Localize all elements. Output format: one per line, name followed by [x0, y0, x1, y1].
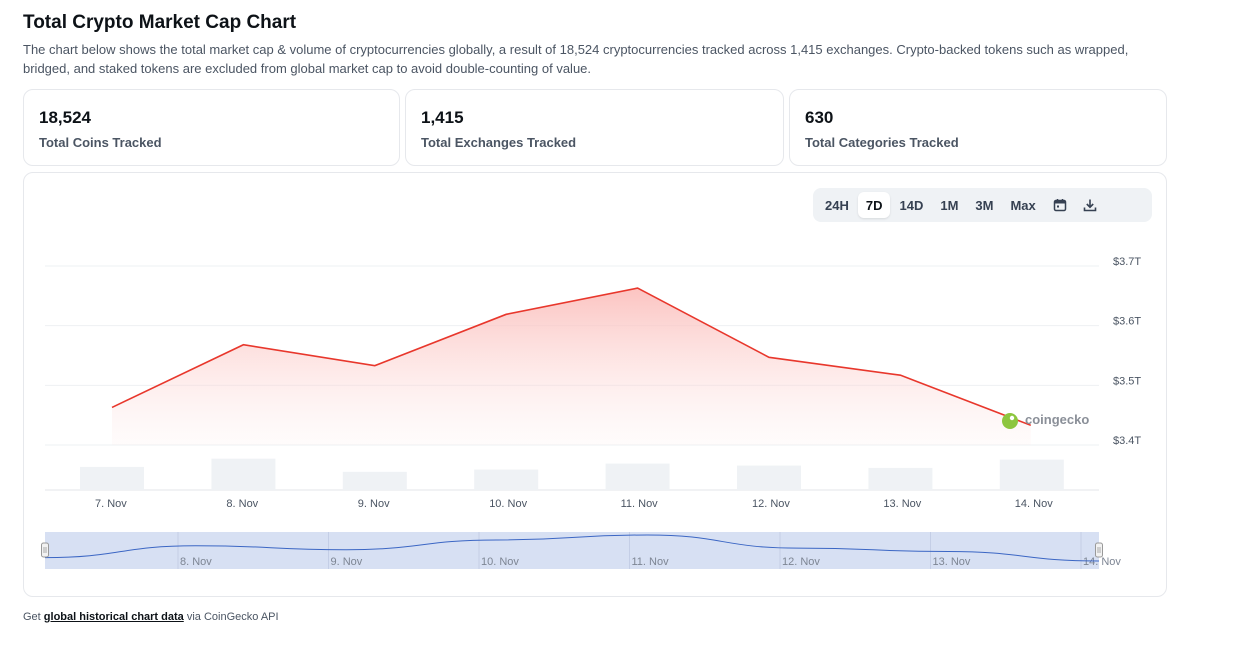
navigator-label: 8. Nov [180, 556, 212, 568]
x-tick-label: 14. Nov [1015, 498, 1053, 510]
navigator-label: 12. Nov [782, 556, 820, 568]
navigator-label: 13. Nov [933, 556, 971, 568]
market-cap-point[interactable] [766, 354, 772, 360]
x-tick-label: 10. Nov [489, 498, 527, 510]
navigator-label: 11. Nov [632, 556, 670, 568]
page-description: The chart below shows the total market c… [23, 42, 1129, 76]
stat-value: 630 [805, 108, 834, 127]
y-tick-label: $3.5T [1113, 375, 1141, 387]
page-title: Total Crypto Market Cap Chart [23, 12, 297, 33]
footer-prefix: Get [23, 611, 44, 623]
range-navigator[interactable]: 8. Nov 9. Nov 10. Nov 11. Nov 12. Nov 13. Nov… [41, 532, 1122, 569]
volume-bar[interactable] [474, 469, 539, 490]
volume-bar[interactable] [999, 459, 1064, 490]
y-tick-label: $3.6T [1113, 316, 1141, 328]
market-cap-point[interactable] [503, 311, 509, 317]
stat-card-categories: 630 Total Categories Tracked [789, 89, 1167, 166]
x-tick-label: 7. Nov [95, 498, 127, 510]
navigator-handle-right[interactable] [1095, 542, 1103, 558]
range-button-1m[interactable]: 1M [940, 197, 959, 213]
market-cap-point[interactable] [109, 404, 115, 410]
coingecko-logo-icon [1002, 413, 1018, 429]
volume-bar[interactable] [80, 466, 144, 490]
navigator-selection[interactable] [45, 532, 1099, 569]
x-tick-label: 8. Nov [226, 498, 258, 510]
stat-card-coins: 18,524 Total Coins Tracked [23, 89, 400, 166]
footer-suffix: via CoinGecko API [183, 611, 279, 623]
time-range-selector: 24H 7D 14D 1M 3M Max [813, 188, 1152, 222]
y-tick-label: $3.7T [1113, 256, 1141, 268]
stat-value: 18,524 [39, 108, 91, 127]
range-button-7d[interactable]: 7D [857, 192, 891, 218]
navigator-label: 10. Nov [481, 556, 519, 568]
volume-bar[interactable] [211, 458, 276, 490]
historical-data-link[interactable]: global historical chart data [43, 611, 184, 623]
range-button-24h[interactable]: 24H [825, 197, 849, 213]
navigator-label: 9. Nov [331, 556, 363, 568]
range-button-3m[interactable]: 3M [975, 197, 994, 213]
calendar-button[interactable] [1045, 192, 1075, 218]
navigator-label: 14. Nov [1083, 556, 1121, 568]
calendar-icon [1053, 199, 1067, 212]
stat-label: Total Categories Tracked [805, 135, 959, 150]
x-tick-label: 9. Nov [358, 498, 390, 510]
footer-note: Get global historical chart data via Coi… [23, 611, 279, 623]
market-cap-point[interactable] [372, 363, 378, 369]
watermark-text: coingecko [1025, 412, 1089, 427]
y-tick-label: $3.4T [1113, 435, 1141, 447]
range-button-max[interactable]: Max [1010, 197, 1036, 213]
volume-bar[interactable] [737, 465, 801, 490]
stat-card-exchanges: 1,415 Total Exchanges Tracked [405, 89, 784, 166]
coingecko-logo-eye [1009, 415, 1015, 421]
stat-label: Total Coins Tracked [39, 135, 162, 150]
x-tick-label: 12. Nov [752, 498, 790, 510]
coingecko-watermark: coingecko [1002, 412, 1089, 429]
market-cap-line[interactable] [111, 287, 1032, 427]
stat-label: Total Exchanges Tracked [421, 135, 577, 150]
x-tick-label: 13. Nov [883, 498, 921, 510]
range-button-14d[interactable]: 14D [899, 197, 924, 213]
volume-bar[interactable] [605, 463, 670, 490]
market-cap-area [112, 288, 1031, 445]
volume-bar[interactable] [342, 471, 407, 490]
market-cap-point[interactable] [635, 285, 641, 291]
market-cap-point[interactable] [240, 342, 246, 348]
navigator-handle-left[interactable] [41, 542, 49, 558]
navigator-line [44, 534, 1100, 562]
volume-bar[interactable] [868, 467, 933, 490]
download-button[interactable] [1075, 192, 1105, 218]
download-icon [1083, 199, 1097, 212]
x-tick-label: 11. Nov [621, 498, 659, 510]
stat-value: 1,415 [421, 108, 464, 127]
market-cap-point[interactable] [897, 372, 903, 378]
